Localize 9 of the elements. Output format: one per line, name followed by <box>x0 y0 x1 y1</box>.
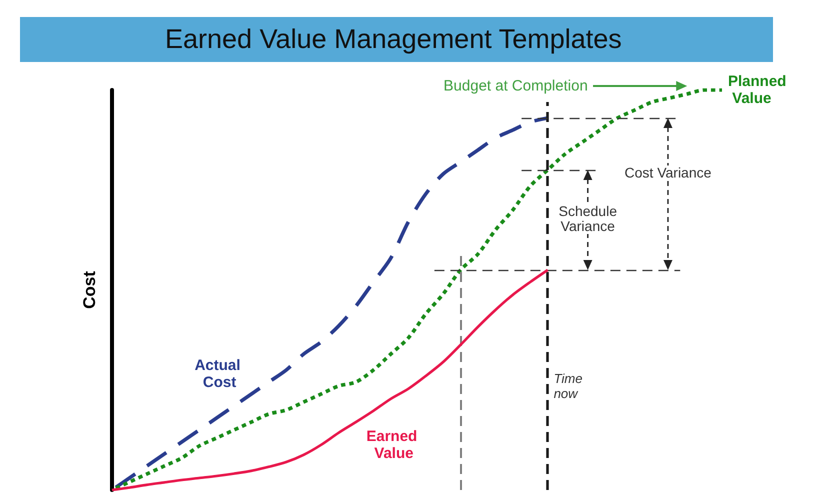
annotation: Schedule Variance <box>558 203 617 234</box>
annotation: Cost Variance <box>624 164 712 180</box>
y-axis-title: Cost <box>80 270 99 309</box>
series-label: Actual Cost <box>194 357 245 391</box>
chart-title: Earned Value Management Templates <box>165 24 622 54</box>
series-label: Planned Value <box>728 73 786 107</box>
series-label: Earned Value <box>366 428 422 462</box>
annotation: Budget at Completion <box>444 78 588 94</box>
annotation: Time now <box>554 371 582 401</box>
